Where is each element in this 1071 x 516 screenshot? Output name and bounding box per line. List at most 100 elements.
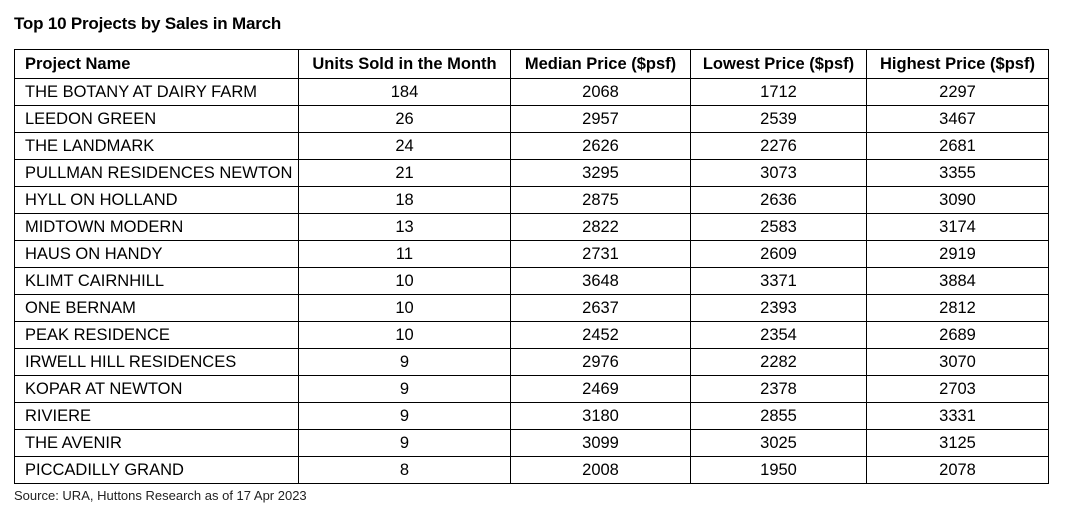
units-sold-cell: 24 — [298, 132, 511, 160]
lowest-price-cell: 2354 — [690, 321, 867, 349]
lowest-price-cell: 2636 — [690, 186, 867, 214]
highest-price-cell: 3125 — [866, 429, 1049, 457]
median-price-cell: 2452 — [510, 321, 691, 349]
lowest-price-cell: 2378 — [690, 375, 867, 403]
project-name-cell: THE LANDMARK — [14, 132, 299, 160]
median-price-cell: 2068 — [510, 78, 691, 106]
median-price-cell: 2822 — [510, 213, 691, 241]
source-note: Source: URA, Huttons Research as of 17 A… — [14, 488, 307, 503]
lowest-price-cell: 2282 — [690, 348, 867, 376]
project-name-cell: KLIMT CAIRNHILL — [14, 267, 299, 295]
units-sold-cell: 10 — [298, 321, 511, 349]
median-price-cell: 3295 — [510, 159, 691, 187]
highest-price-cell: 2703 — [866, 375, 1049, 403]
project-name-cell: THE AVENIR — [14, 429, 299, 457]
units-sold-cell: 21 — [298, 159, 511, 187]
table-row: PEAK RESIDENCE 10 2452 2354 2689 — [14, 321, 1049, 349]
units-sold-cell: 11 — [298, 240, 511, 268]
median-price-cell: 3180 — [510, 402, 691, 430]
project-name-cell: MIDTOWN MODERN — [14, 213, 299, 241]
units-sold-cell: 26 — [298, 105, 511, 133]
median-price-cell: 2637 — [510, 294, 691, 322]
header-row: Project Name Units Sold in the Month Med… — [14, 49, 1049, 79]
project-name-cell: LEEDON GREEN — [14, 105, 299, 133]
median-price-cell: 2976 — [510, 348, 691, 376]
project-name-cell: HYLL ON HOLLAND — [14, 186, 299, 214]
highest-price-cell: 2919 — [866, 240, 1049, 268]
lowest-price-cell: 2276 — [690, 132, 867, 160]
header-units-sold: Units Sold in the Month — [298, 49, 511, 79]
project-name-cell: PICCADILLY GRAND — [14, 456, 299, 484]
project-name-cell: PEAK RESIDENCE — [14, 321, 299, 349]
table-row: PICCADILLY GRAND 8 2008 1950 2078 — [14, 456, 1049, 484]
highest-price-cell: 2689 — [866, 321, 1049, 349]
project-name-cell: THE BOTANY AT DAIRY FARM — [14, 78, 299, 106]
lowest-price-cell: 2609 — [690, 240, 867, 268]
table-row: RIVIERE 9 3180 2855 3331 — [14, 402, 1049, 430]
units-sold-cell: 10 — [298, 267, 511, 295]
project-name-cell: IRWELL HILL RESIDENCES — [14, 348, 299, 376]
project-name-cell: ONE BERNAM — [14, 294, 299, 322]
header-project-name: Project Name — [14, 49, 299, 79]
highest-price-cell: 2681 — [866, 132, 1049, 160]
project-name-cell: KOPAR AT NEWTON — [14, 375, 299, 403]
project-name-cell: HAUS ON HANDY — [14, 240, 299, 268]
header-lowest-price: Lowest Price ($psf) — [690, 49, 867, 79]
table-row: MIDTOWN MODERN 13 2822 2583 3174 — [14, 213, 1049, 241]
highest-price-cell: 3070 — [866, 348, 1049, 376]
units-sold-cell: 8 — [298, 456, 511, 484]
highest-price-cell: 2078 — [866, 456, 1049, 484]
lowest-price-cell: 2855 — [690, 402, 867, 430]
header-highest-price: Highest Price ($psf) — [866, 49, 1049, 79]
units-sold-cell: 18 — [298, 186, 511, 214]
units-sold-cell: 9 — [298, 429, 511, 457]
lowest-price-cell: 2393 — [690, 294, 867, 322]
highest-price-cell: 3331 — [866, 402, 1049, 430]
table-title: Top 10 Projects by Sales in March — [14, 14, 282, 33]
median-price-cell: 2626 — [510, 132, 691, 160]
highest-price-cell: 3467 — [866, 105, 1049, 133]
median-price-cell: 3099 — [510, 429, 691, 457]
lowest-price-cell: 2539 — [690, 105, 867, 133]
highest-price-cell: 3884 — [866, 267, 1049, 295]
lowest-price-cell: 1950 — [690, 456, 867, 484]
table-row: THE AVENIR 9 3099 3025 3125 — [14, 429, 1049, 457]
table-row: HAUS ON HANDY 11 2731 2609 2919 — [14, 240, 1049, 268]
median-price-cell: 2875 — [510, 186, 691, 214]
units-sold-cell: 9 — [298, 402, 511, 430]
lowest-price-cell: 3371 — [690, 267, 867, 295]
units-sold-cell: 13 — [298, 213, 511, 241]
highest-price-cell: 3355 — [866, 159, 1049, 187]
median-price-cell: 2957 — [510, 105, 691, 133]
lowest-price-cell: 2583 — [690, 213, 867, 241]
table-row: KOPAR AT NEWTON 9 2469 2378 2703 — [14, 375, 1049, 403]
lowest-price-cell: 1712 — [690, 78, 867, 106]
highest-price-cell: 3090 — [866, 186, 1049, 214]
table-row: LEEDON GREEN 26 2957 2539 3467 — [14, 105, 1049, 133]
median-price-cell: 2008 — [510, 456, 691, 484]
median-price-cell: 3648 — [510, 267, 691, 295]
table-body: THE BOTANY AT DAIRY FARM 184 2068 1712 2297 L… — [14, 78, 1049, 484]
table-row: THE LANDMARK 24 2626 2276 2681 — [14, 132, 1049, 160]
sales-table: Project Name Units Sold in the Month Med… — [14, 49, 1049, 484]
highest-price-cell: 3174 — [866, 213, 1049, 241]
lowest-price-cell: 3025 — [690, 429, 867, 457]
project-name-cell: PULLMAN RESIDENCES NEWTON — [14, 159, 299, 187]
project-name-cell: RIVIERE — [14, 402, 299, 430]
units-sold-cell: 9 — [298, 375, 511, 403]
highest-price-cell: 2812 — [866, 294, 1049, 322]
lowest-price-cell: 3073 — [690, 159, 867, 187]
units-sold-cell: 10 — [298, 294, 511, 322]
units-sold-cell: 9 — [298, 348, 511, 376]
table-row: ONE BERNAM 10 2637 2393 2812 — [14, 294, 1049, 322]
table-row: HYLL ON HOLLAND 18 2875 2636 3090 — [14, 186, 1049, 214]
units-sold-cell: 184 — [298, 78, 511, 106]
header-median-price: Median Price ($psf) — [510, 49, 691, 79]
median-price-cell: 2731 — [510, 240, 691, 268]
table-row: IRWELL HILL RESIDENCES 9 2976 2282 3070 — [14, 348, 1049, 376]
table-row: PULLMAN RESIDENCES NEWTON 21 3295 3073 3355 — [14, 159, 1049, 187]
table-row: KLIMT CAIRNHILL 10 3648 3371 3884 — [14, 267, 1049, 295]
highest-price-cell: 2297 — [866, 78, 1049, 106]
table-row: THE BOTANY AT DAIRY FARM 184 2068 1712 2297 — [14, 78, 1049, 106]
median-price-cell: 2469 — [510, 375, 691, 403]
